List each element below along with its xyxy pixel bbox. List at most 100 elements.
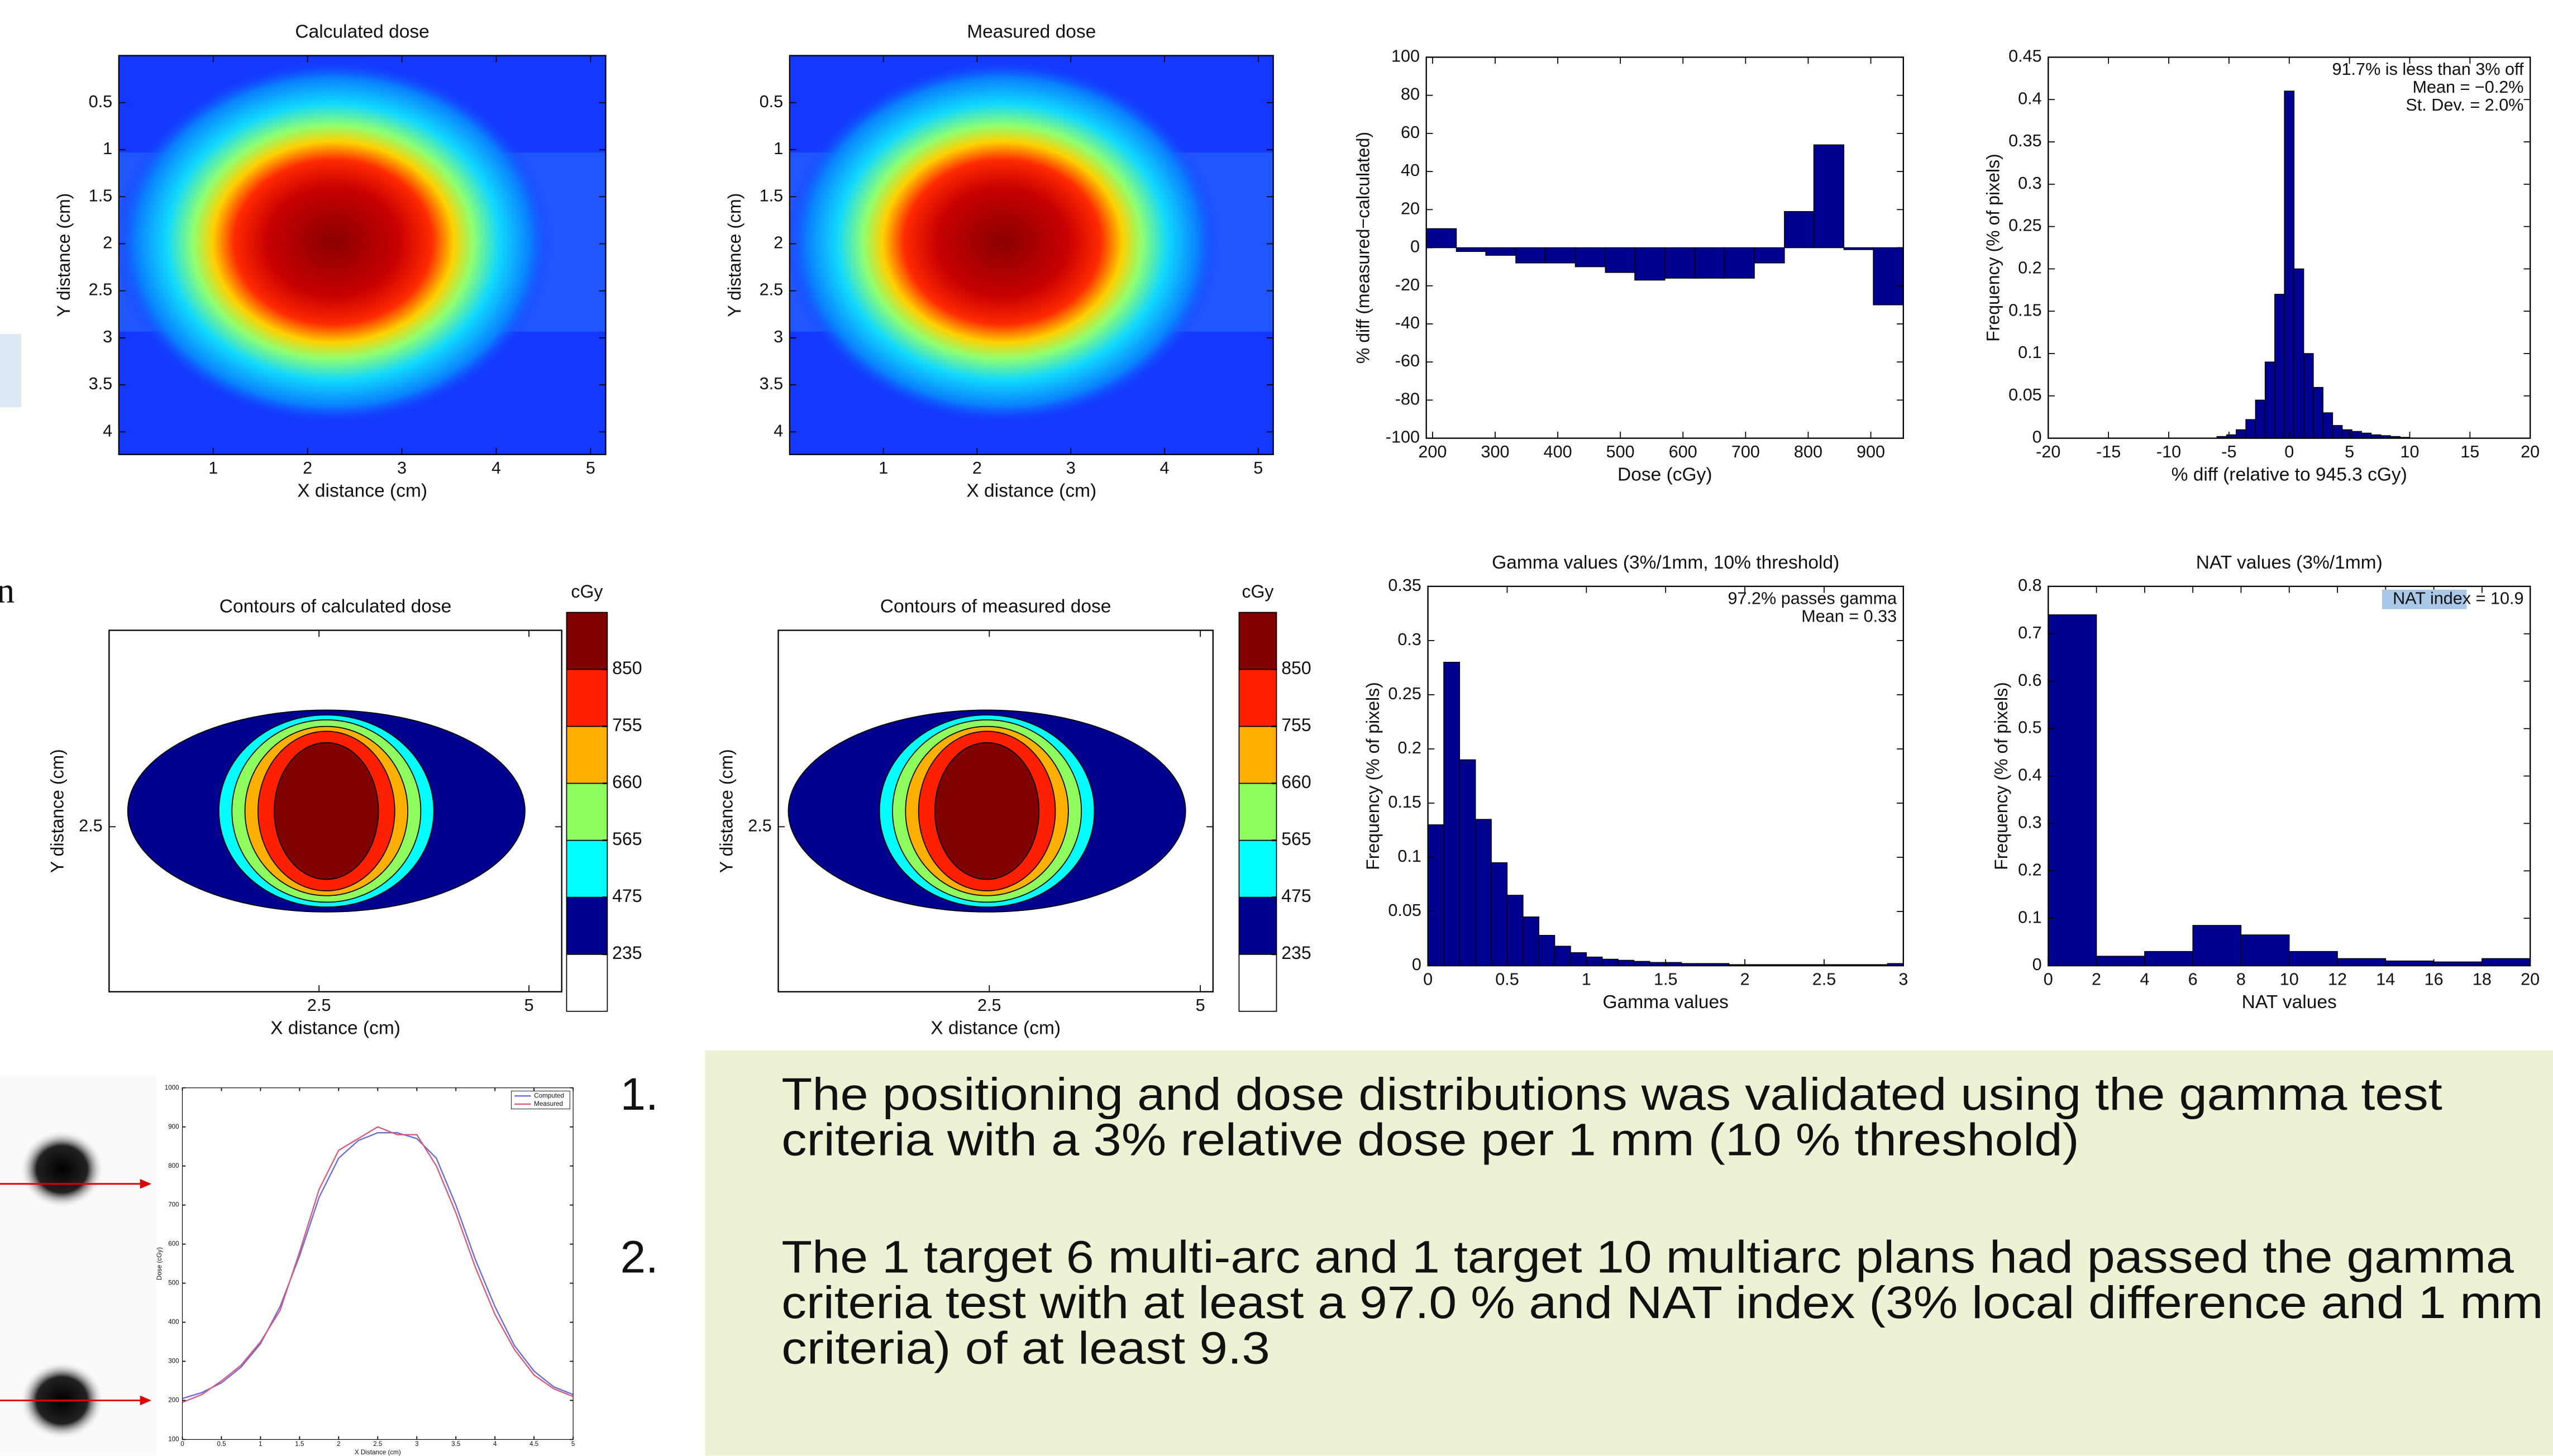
- colorbar-label: 660: [1281, 772, 1311, 792]
- y-tick-label: 0.2: [2018, 258, 2042, 277]
- x-tick-label: 20: [2521, 442, 2540, 461]
- x-tick-label: 4: [2140, 970, 2149, 989]
- y-tick-label: 4: [103, 421, 112, 440]
- bar: [1476, 819, 1491, 966]
- bar: [2482, 958, 2530, 966]
- contour-level: [274, 743, 379, 880]
- y-tick-label: 0.5: [760, 92, 784, 111]
- x-tick-label: 10: [2400, 442, 2419, 461]
- x-tick-label: 12: [2328, 970, 2347, 989]
- y-tick-label: 800: [168, 1162, 179, 1169]
- y-tick-label: 0.5: [2018, 718, 2042, 737]
- bar: [2385, 961, 2433, 966]
- y-tick-label: 300: [168, 1358, 179, 1365]
- x-tick-label: 18: [2473, 970, 2492, 989]
- y-tick-label: 2.5: [89, 280, 113, 299]
- y-tick-label: 2.5: [748, 816, 772, 835]
- bar: [2236, 429, 2246, 438]
- chart-title: Gamma values (3%/1mm, 10% threshold): [1492, 552, 1839, 573]
- y-tick-label: 0.35: [1388, 576, 1421, 595]
- x-tick-label: 3.5: [451, 1440, 460, 1448]
- x-tick-label: 600: [1669, 442, 1697, 461]
- heatmap-image: [114, 60, 552, 424]
- y-axis-label: % diff (measured−calculated): [1353, 132, 1373, 364]
- x-axis-label: % diff (relative to 945.3 cGy): [2172, 465, 2407, 485]
- y-tick-label: -60: [1395, 351, 1420, 370]
- x-axis-label: X distance (cm): [270, 1018, 400, 1039]
- x-tick-label: 0.5: [1495, 970, 1519, 989]
- bar: [1555, 946, 1571, 966]
- y-tick-label: 0.3: [2018, 813, 2042, 832]
- colorbar-segment: [1239, 784, 1276, 841]
- y-tick-label: 0.15: [2008, 300, 2042, 319]
- colorbar-label: 475: [612, 886, 642, 906]
- x-tick-label: 4.5: [529, 1440, 538, 1448]
- side-text: n: [0, 571, 15, 610]
- x-tick-label: 2: [337, 1440, 340, 1448]
- bar: [2323, 413, 2332, 438]
- bar: [1814, 145, 1844, 247]
- x-tick-label: 0: [1423, 970, 1433, 989]
- x-tick-label: 16: [2425, 970, 2444, 989]
- y-tick-label: 3.5: [760, 374, 784, 393]
- y-tick-label: 0.1: [1397, 847, 1421, 866]
- y-tick-label: 20: [1401, 199, 1420, 218]
- colorbar-label: 755: [612, 715, 642, 735]
- bar: [2048, 615, 2096, 966]
- y-tick-label: 0: [2032, 955, 2042, 974]
- bar: [1459, 760, 1475, 966]
- y-tick-label: 40: [1401, 161, 1420, 180]
- x-tick-label: 200: [1418, 442, 1447, 461]
- y-tick-label: 500: [168, 1280, 179, 1287]
- colorbar-segment: [566, 670, 607, 727]
- y-axis-label: Y distance (cm): [54, 193, 74, 317]
- y-tick-label: 0.8: [2018, 576, 2042, 595]
- bar: [1545, 248, 1576, 263]
- x-tick-label: 1: [208, 459, 218, 478]
- y-tick-label: 1000: [165, 1084, 179, 1091]
- x-tick-label: 5: [571, 1440, 575, 1448]
- chart-panel: -20-15-10-50510152000.050.10.150.20.250.…: [1983, 47, 2540, 485]
- x-tick-label: 14: [2376, 970, 2395, 989]
- x-tick-label: 2.5: [307, 996, 331, 1015]
- y-tick-label: 0.4: [2018, 766, 2042, 785]
- bar: [1575, 248, 1605, 267]
- x-tick-label: 5: [2345, 442, 2354, 461]
- colorbar-label: 850: [612, 658, 642, 678]
- y-axis-label: Y distance (cm): [717, 749, 737, 873]
- y-tick-label: 400: [168, 1319, 179, 1326]
- y-tick-label: 700: [168, 1201, 179, 1209]
- colorbar-title: cGy: [571, 581, 603, 602]
- x-tick-label: 700: [1731, 442, 1760, 461]
- computed-blob: [20, 1130, 104, 1209]
- x-tick-label: 0: [2044, 970, 2053, 989]
- colorbar-segment: [1239, 841, 1276, 898]
- chart-title: Contours of calculated dose: [219, 596, 451, 617]
- bar: [1486, 248, 1516, 256]
- y-tick-label: 2.5: [79, 816, 103, 835]
- note-line: The positioning and dose distributions w…: [781, 1069, 2442, 1120]
- x-tick-label: 1: [879, 459, 888, 478]
- x-tick-label: 8: [2236, 970, 2246, 989]
- colorbar-segment: [566, 613, 607, 670]
- bar: [2255, 400, 2265, 438]
- plot-area: [778, 631, 1213, 992]
- bar: [2275, 294, 2284, 438]
- x-tick-label: 400: [1544, 442, 1572, 461]
- x-axis-label: X distance (cm): [966, 481, 1096, 502]
- bar: [1695, 248, 1725, 279]
- x-tick-label: 900: [1857, 442, 1885, 461]
- y-tick-label: 0.4: [2018, 89, 2042, 108]
- plot-area: [114, 56, 605, 455]
- x-tick-label: -10: [2156, 442, 2181, 461]
- y-tick-label: 0: [2032, 428, 2042, 447]
- colorbar-segment: [566, 954, 607, 1011]
- x-tick-label: 3: [415, 1440, 418, 1448]
- y-tick-label: 3: [103, 327, 112, 346]
- colorbar-label: 565: [1281, 829, 1311, 849]
- y-tick-label: 100: [168, 1436, 179, 1443]
- x-tick-label: 800: [1794, 442, 1822, 461]
- x-tick-label: 0: [180, 1440, 184, 1448]
- colorbar-segment: [566, 841, 607, 898]
